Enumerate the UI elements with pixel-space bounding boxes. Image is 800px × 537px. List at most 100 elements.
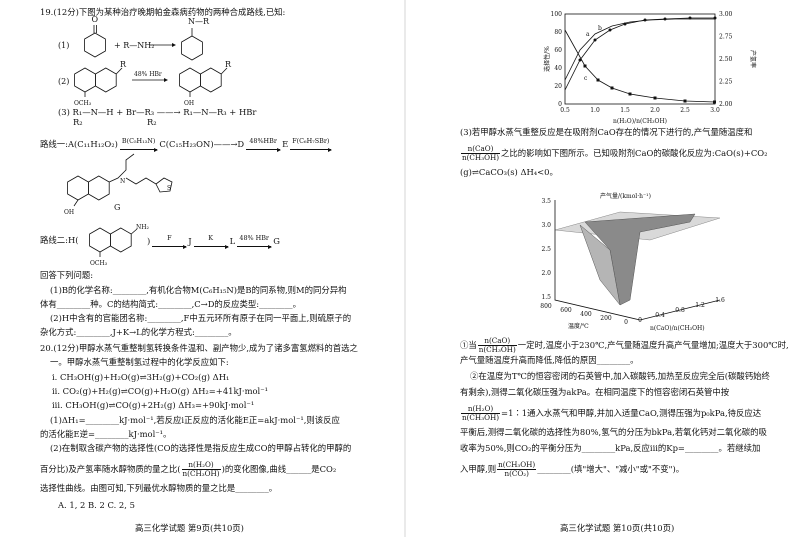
text-line: (1)B的化学名称:________,有机化合物M(C₆H₁₅N)是B的同系物,… bbox=[50, 285, 347, 296]
reagent: + R—NH₂ bbox=[114, 41, 154, 50]
text-run: 的活化能E逆=________kJ·mol⁻¹。 bbox=[40, 429, 172, 439]
text-line: 收率为50%,则CO₂的平衡分压为________kPa,反应iii的Kp=__… bbox=[460, 443, 760, 454]
tick-label: 3.0 bbox=[541, 222, 551, 229]
atom: N bbox=[120, 178, 125, 185]
atom: N—R bbox=[188, 17, 210, 26]
atom: S bbox=[167, 185, 171, 192]
denominator: n(CH₃OH) bbox=[182, 469, 220, 478]
y-axis-label: n(CaO)/n(CH₃OH) bbox=[650, 325, 705, 332]
atom: OCH₃ bbox=[90, 260, 108, 267]
text-line: n(CaO) n(CH₃OH) 之比的影响如下图所示。已知吸附剂CaO的碳酸化反应为… bbox=[460, 145, 768, 162]
text-run: (3) R₁—N—H + Br—R₃ ——→ R₁—N—R₃ + HBr bbox=[58, 107, 257, 117]
bond bbox=[125, 177, 157, 185]
text-run: A. 1, 2 B. 2 C. 2, 5 bbox=[58, 500, 135, 510]
text-run: 20.(12分)甲醇水蒸气重整制氢转换条件温和、副产物少,成为了诸多富氢燃料的首… bbox=[40, 343, 358, 353]
text-line: 回答下列问题: bbox=[40, 270, 93, 281]
curve-a bbox=[564, 17, 715, 91]
ring bbox=[110, 227, 132, 253]
reaction-arrow: K bbox=[193, 235, 229, 249]
text-line: i. CH₃OH(g)+H₂O(g)⇌3H₂(g)+CO₂(g) ΔH₁ bbox=[52, 372, 229, 383]
text-run: E bbox=[282, 139, 289, 149]
numerator: n(H₂O) bbox=[461, 405, 501, 414]
curve-c bbox=[564, 29, 716, 103]
text-run: ________(填"增大"、"减小"或"不变")。 bbox=[537, 464, 685, 474]
text-line: 入甲醇,则 n(CH₃OH) n(CO₂) ________(填"增大"、"减小"或"… bbox=[460, 461, 684, 478]
text-run: (1)ΔH₁=________kJ·mol⁻¹,若反应i正反应的活化能E正=ak… bbox=[50, 415, 340, 425]
tick-label: 1.0 bbox=[590, 107, 600, 114]
text-run: 产气量随温度升高而降低,降低的原因________。 bbox=[460, 355, 639, 365]
arrow-line bbox=[246, 145, 282, 152]
text-line: 路线二:H( bbox=[40, 235, 79, 246]
bond bbox=[130, 228, 138, 235]
z-axis-label: 产气量/(kmol·h⁻¹) bbox=[600, 192, 651, 200]
text-run: 回答下列问题: bbox=[40, 270, 94, 280]
text-run: R₂ bbox=[73, 117, 83, 127]
tick-label: 1.5 bbox=[541, 294, 551, 301]
reaction-arrow: 48%HBr bbox=[246, 137, 282, 152]
tick-label: 0 bbox=[638, 317, 642, 324]
text-line: 高三化学试题 第9页(共10页) bbox=[135, 523, 244, 534]
bond bbox=[115, 67, 123, 75]
denominator: n(CH₃OH) bbox=[462, 413, 500, 422]
ring bbox=[179, 67, 201, 93]
tick-label: 200 bbox=[600, 315, 612, 322]
text-line: 产气量随温度升高而降低,降低的原因________。 bbox=[460, 355, 639, 366]
arrow-line bbox=[152, 242, 188, 249]
text-run: ②在温度为T℃的恒容密闭的石英管中,加入碳酸钙,加热至反应完全后(碳酸钙始终 bbox=[470, 371, 770, 381]
ring bbox=[74, 67, 96, 93]
text-run: 入甲醇,则 bbox=[460, 464, 497, 474]
denominator: n(CH₃OH) bbox=[462, 153, 500, 162]
curve-label: c bbox=[584, 75, 588, 82]
text-line: 的活化能E逆=________kJ·mol⁻¹。 bbox=[40, 429, 171, 440]
text-run: ①当 bbox=[460, 340, 477, 350]
fraction: n(CaO) n(CH₃OH) bbox=[477, 337, 517, 354]
atom: OH bbox=[184, 100, 194, 107]
text-line: ①当 n(CaO) n(CH₃OH) 一定时,温度小于230℃,产气量随温度升高产气量… bbox=[460, 337, 789, 354]
text-line: 路线一:A(C₁₁H₁₂O₂) B(C₅H₁₃N) C(C₁₅H₂₃ON)——→D 4… bbox=[40, 137, 333, 152]
fraction: n(CaO) n(CH₃OH) bbox=[461, 145, 501, 162]
text-line: 选择性曲线。由图可知,下列最优水醇物质的量之比是________。 bbox=[40, 483, 277, 494]
text-line: A. 1, 2 B. 2 C. 2, 5 bbox=[58, 500, 135, 511]
text-run: (2)H中含有的官能团名称:________,F中五元环所有原子在同一平面上,则… bbox=[50, 313, 352, 323]
numerator: n(H₂O) bbox=[181, 461, 221, 470]
tick-label: 3.00 bbox=[719, 11, 733, 18]
eq-label: (1) bbox=[58, 41, 69, 50]
text-line: 杂化方式:________,J+K→L的化学方程式:________。 bbox=[40, 327, 237, 338]
tick-label: 400 bbox=[580, 311, 592, 318]
reagent: 48% HBr bbox=[134, 71, 162, 78]
ring bbox=[88, 175, 110, 201]
atom: OH bbox=[64, 209, 74, 216]
atom: R bbox=[120, 60, 127, 69]
x-axis-label: n(H₂O)/n(CH₃OH) bbox=[613, 118, 667, 125]
ring bbox=[95, 67, 117, 93]
text-line: (3) R₁—N—H + Br—R₃ ——→ R₁—N—R₃ + HBr bbox=[58, 107, 256, 118]
arrow-head bbox=[172, 43, 176, 47]
tick-label: 1.2 bbox=[695, 302, 705, 309]
curve-label: b bbox=[598, 25, 602, 32]
tick-label: 3.5 bbox=[541, 198, 551, 205]
arrow-label: 48%HBr bbox=[249, 137, 277, 145]
fraction: n(H₂O) n(CH₃OH) bbox=[181, 461, 221, 478]
arrow-line bbox=[193, 242, 229, 249]
arrow-label: F(C₆H₇SBr) bbox=[292, 137, 330, 145]
tick-label: 2.0 bbox=[541, 270, 551, 277]
text-run: (3)若甲醇水蒸气重整反应是在吸附剂CaO存在的情况下进行的,产气量随温度和 bbox=[460, 127, 753, 137]
tick-label: 1.5 bbox=[620, 107, 630, 114]
text-run: 一定时,温度小于230℃,产气量随温度升高产气量增加;温度大于300℃时, bbox=[517, 340, 789, 350]
text-line: R₂ bbox=[147, 117, 157, 128]
tick-label: 0.8 bbox=[675, 307, 685, 314]
tick-label: 80 bbox=[554, 29, 562, 36]
arrow-line bbox=[290, 145, 333, 152]
tick-label: 40 bbox=[554, 65, 562, 72]
curve-b bbox=[564, 18, 715, 81]
plot-frame bbox=[564, 13, 716, 105]
text-run: iii. CH₃OH(g)⇌CO(g)+2H₂(g) ΔH₃=+90kJ·mol… bbox=[52, 400, 255, 410]
surface bbox=[579, 224, 621, 306]
fraction: n(H₂O) n(CH₃OH) bbox=[461, 405, 501, 422]
tick-label: 0 bbox=[558, 101, 562, 108]
text-line: 高三化学试题 第10页(共10页) bbox=[560, 523, 674, 534]
reaction-arrow: B(C₅H₁₃N) bbox=[119, 138, 159, 152]
chart-ticks: 100 80 60 40 20 0 3.00 2.75 2.50 2.25 2.00 0.5 1.0 1.… bbox=[551, 11, 733, 114]
text-run: i. CH₃OH(g)+H₂O(g)⇌3H₂(g)+CO₂(g) ΔH₁ bbox=[52, 372, 230, 382]
